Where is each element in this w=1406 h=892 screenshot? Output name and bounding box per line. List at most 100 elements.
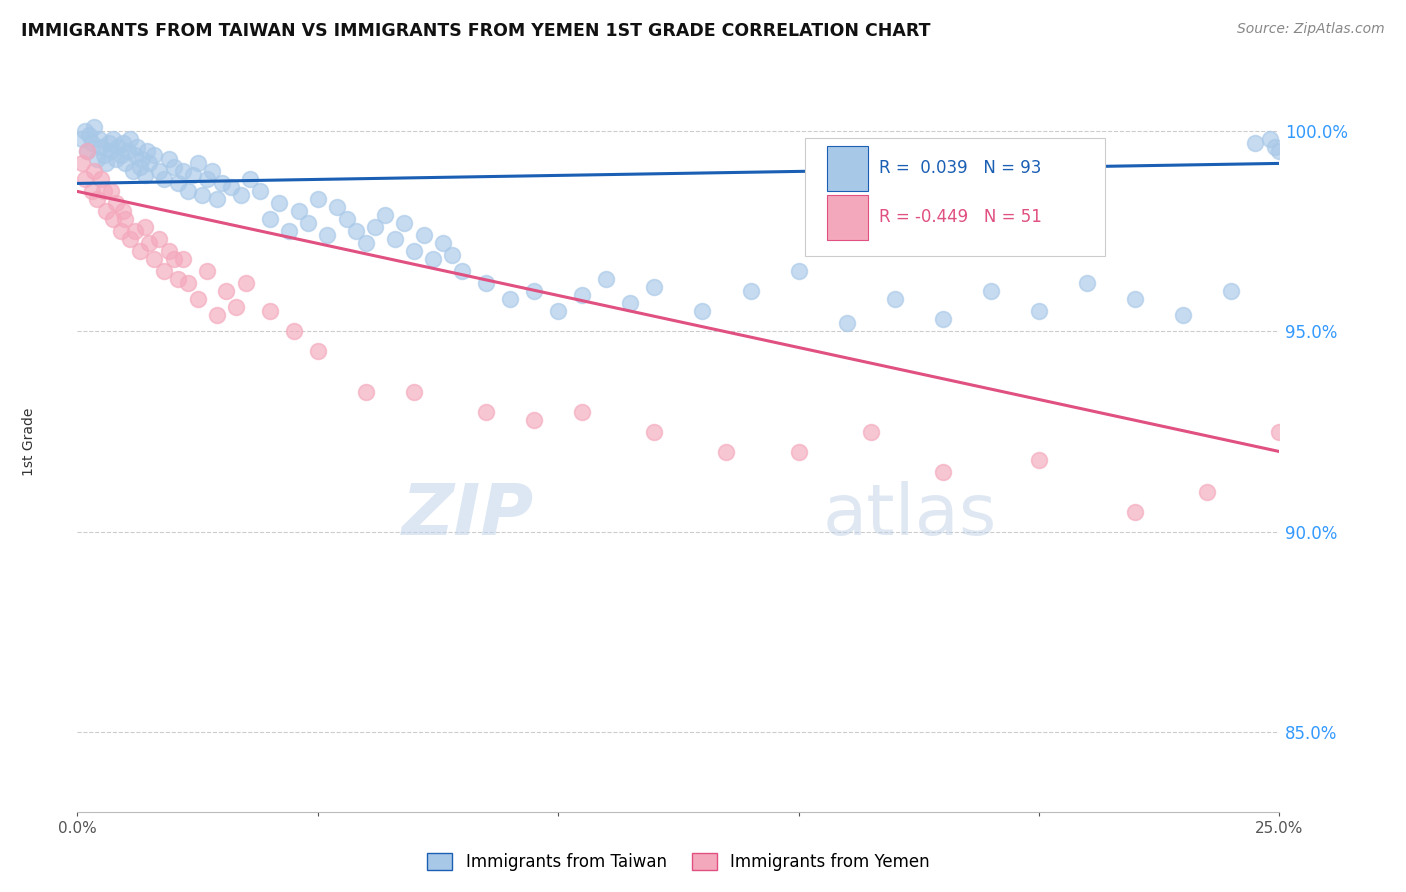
Point — [980, 285, 1002, 299]
Point — [90, 172, 112, 186]
Point — [103, 212, 125, 227]
Point — [1258, 132, 1281, 146]
Point — [87, 132, 110, 146]
Point — [1220, 285, 1243, 299]
Point — [172, 164, 194, 178]
Point — [787, 444, 810, 458]
Point — [73, 124, 96, 138]
Point — [86, 153, 108, 167]
Point — [215, 285, 238, 299]
Point — [128, 161, 150, 175]
Point — [1076, 277, 1098, 291]
Point — [1268, 425, 1291, 439]
Point — [167, 272, 190, 286]
Point — [932, 465, 955, 479]
Point — [157, 244, 180, 259]
Point — [100, 145, 122, 159]
Point — [187, 293, 209, 307]
Point — [100, 185, 122, 199]
Point — [114, 156, 136, 170]
Point — [124, 224, 146, 238]
Point — [835, 317, 858, 331]
Point — [571, 404, 593, 418]
Point — [364, 220, 387, 235]
Point — [354, 236, 377, 251]
FancyBboxPatch shape — [828, 195, 869, 240]
Point — [110, 148, 132, 162]
Text: IMMIGRANTS FROM TAIWAN VS IMMIGRANTS FROM YEMEN 1ST GRADE CORRELATION CHART: IMMIGRANTS FROM TAIWAN VS IMMIGRANTS FRO… — [21, 22, 931, 40]
Point — [167, 177, 190, 191]
Point — [138, 156, 160, 170]
Point — [153, 264, 176, 278]
Point — [297, 216, 319, 230]
Point — [283, 325, 305, 339]
FancyBboxPatch shape — [804, 138, 1105, 257]
Point — [70, 132, 93, 146]
Point — [316, 228, 339, 243]
Point — [201, 164, 224, 178]
Point — [162, 161, 184, 175]
Point — [441, 248, 464, 262]
Point — [249, 185, 271, 199]
Point — [740, 285, 762, 299]
Point — [191, 188, 214, 202]
Point — [523, 285, 546, 299]
Point — [219, 180, 242, 194]
Point — [384, 232, 406, 246]
Point — [344, 224, 367, 238]
Point — [336, 212, 359, 227]
Point — [859, 425, 882, 439]
Point — [1123, 293, 1146, 307]
Point — [432, 236, 454, 251]
Point — [643, 280, 665, 294]
Point — [117, 145, 139, 159]
Text: 1st Grade: 1st Grade — [22, 408, 37, 475]
Point — [1123, 505, 1146, 519]
Point — [422, 252, 444, 267]
Point — [269, 196, 291, 211]
Point — [73, 172, 96, 186]
Point — [1264, 140, 1286, 154]
Point — [716, 444, 738, 458]
Point — [326, 201, 349, 215]
Text: R =  0.039   N = 93: R = 0.039 N = 93 — [879, 160, 1042, 178]
Point — [138, 236, 160, 251]
Point — [307, 193, 329, 207]
Point — [148, 232, 170, 246]
Point — [127, 140, 149, 154]
Point — [104, 153, 127, 167]
Point — [1028, 304, 1050, 318]
Point — [239, 172, 262, 186]
Point — [643, 425, 665, 439]
Point — [883, 293, 905, 307]
Point — [205, 309, 228, 323]
Point — [1244, 136, 1267, 151]
Point — [259, 304, 281, 318]
Point — [120, 232, 142, 246]
Point — [153, 172, 176, 186]
Point — [157, 153, 180, 167]
Point — [172, 252, 194, 267]
Point — [475, 404, 498, 418]
Text: atlas: atlas — [823, 481, 997, 550]
Point — [86, 193, 108, 207]
Legend: Immigrants from Taiwan, Immigrants from Yemen: Immigrants from Taiwan, Immigrants from … — [420, 846, 936, 878]
Point — [128, 244, 150, 259]
Point — [97, 136, 120, 151]
Text: Source: ZipAtlas.com: Source: ZipAtlas.com — [1237, 22, 1385, 37]
Point — [235, 277, 257, 291]
Point — [143, 252, 166, 267]
Point — [571, 288, 593, 302]
Point — [195, 264, 218, 278]
Point — [96, 156, 118, 170]
Point — [90, 140, 112, 154]
FancyBboxPatch shape — [828, 146, 869, 192]
Point — [76, 145, 98, 159]
Point — [277, 224, 299, 238]
Point — [83, 164, 105, 178]
Point — [76, 145, 98, 159]
Point — [499, 293, 522, 307]
Point — [79, 128, 101, 143]
Point — [307, 344, 329, 359]
Point — [1173, 309, 1195, 323]
